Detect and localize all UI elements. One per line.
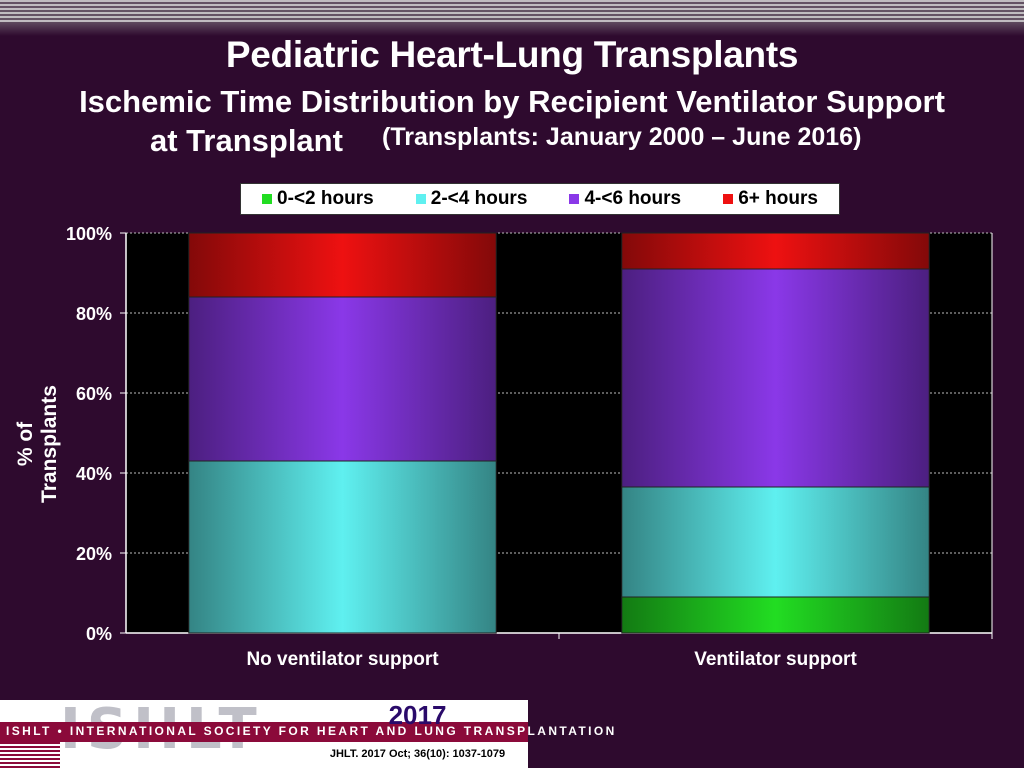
- bar-segment: [188, 460, 497, 634]
- chart-date-range: (Transplants: January 2000 – June 2016): [382, 123, 862, 151]
- legend-label: 2-<4 hours: [430, 188, 528, 209]
- bar-segment: [621, 268, 930, 488]
- logo-stripes: [0, 742, 60, 768]
- chart-title: Pediatric Heart-Lung Transplants: [225, 34, 799, 75]
- bar-segment: [188, 232, 497, 298]
- x-tick-label: Ventilator support: [694, 649, 857, 670]
- bar-segment: [621, 232, 930, 270]
- y-tick-label: 20%: [76, 544, 112, 564]
- logo-band: [0, 722, 528, 742]
- legend-swatch: [415, 194, 426, 204]
- y-tick-label: 100%: [66, 224, 112, 244]
- bar-segment: [621, 596, 930, 634]
- legend-swatch: [262, 194, 273, 204]
- y-tick-label: 80%: [76, 304, 112, 324]
- y-tick-label: 40%: [76, 464, 112, 484]
- bar-segment: [621, 486, 930, 598]
- legend-item: 6+ hours: [723, 188, 818, 210]
- header-fade: [0, 22, 1024, 36]
- journal-citation: JHLT. 2017 Oct; 36(10): 1037-1079: [329, 748, 506, 760]
- chart-legend: 0-<2 hours 2-<4 hours 4-<6 hours 6+ hour…: [240, 183, 840, 215]
- header-stripes: [0, 0, 1024, 22]
- bar-segment: [188, 296, 497, 462]
- legend-swatch: [569, 194, 580, 204]
- legend-swatch: [723, 194, 734, 204]
- report-year: 2017: [388, 700, 447, 730]
- legend-label: 0-<2 hours: [277, 188, 374, 209]
- logo-tagline: ISHLT • INTERNATIONAL SOCIETY FOR HEART …: [6, 724, 617, 738]
- legend-item: 4-<6 hours: [569, 188, 681, 210]
- stacked-bar-chart: 0% 20% 40% 60% 80% 100% No ventilator support V…: [66, 224, 993, 670]
- y-tick-label: 60%: [76, 384, 112, 404]
- legend-label: 6+ hours: [738, 188, 818, 209]
- legend-item: 0-<2 hours: [262, 188, 374, 210]
- x-tick-label: No ventilator support: [246, 649, 439, 670]
- y-tick-label: 0%: [86, 624, 112, 644]
- legend-label: 4-<6 hours: [584, 188, 682, 209]
- legend-item: 2-<4 hours: [415, 188, 528, 210]
- chart-subtitle-continued: at Transplant: [150, 123, 343, 158]
- chart-subtitle: Ischemic Time Distribution by Recipient …: [79, 84, 945, 119]
- y-axis-label: % of Transplants: [14, 385, 61, 503]
